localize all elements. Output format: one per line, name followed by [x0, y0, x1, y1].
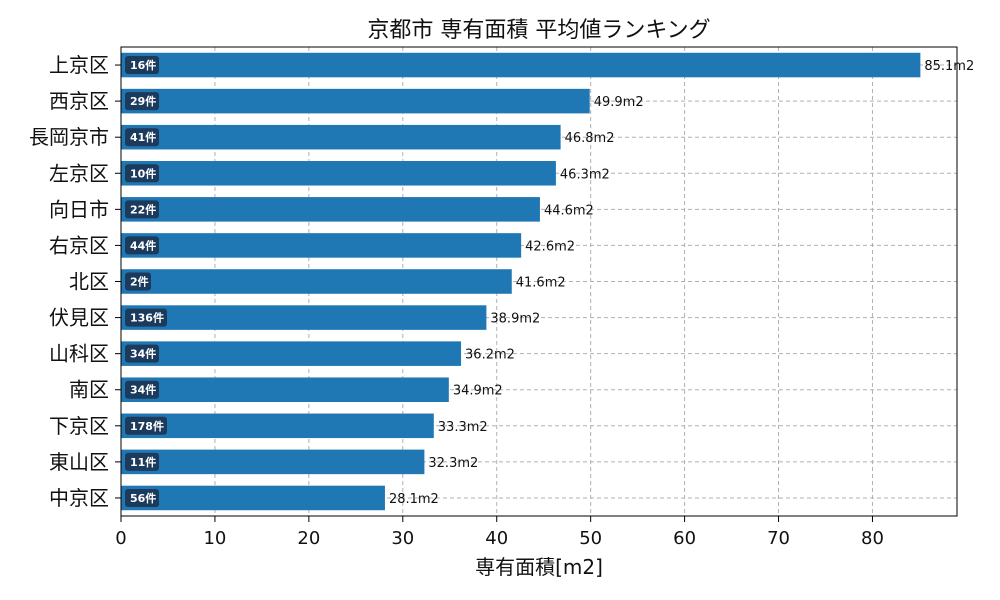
- count-label: 44件: [130, 238, 156, 252]
- count-label: 34件: [130, 347, 156, 361]
- value-label: 38.9m2: [490, 312, 540, 327]
- count-label: 22件: [130, 202, 156, 216]
- value-label: 34.9m2: [453, 384, 503, 399]
- bar: [121, 88, 590, 114]
- bar: [121, 52, 921, 78]
- count-badge: [125, 344, 159, 363]
- count-badge: [125, 380, 159, 399]
- x-tick-label: 0: [115, 528, 126, 549]
- value-label: 46.3m2: [560, 167, 610, 182]
- bars: [121, 52, 921, 511]
- count-label: 136件: [130, 311, 164, 325]
- count-badge: [125, 416, 167, 435]
- x-tick-label: 10: [203, 528, 226, 549]
- bar: [121, 413, 434, 439]
- count-label: 2件: [130, 275, 149, 289]
- x-tick-label: 40: [485, 528, 508, 549]
- category-label: 左京区: [49, 161, 109, 185]
- bar: [121, 305, 487, 330]
- bar: [121, 449, 425, 475]
- value-label: 41.6m2: [516, 276, 566, 291]
- x-tick-label: 50: [579, 528, 602, 549]
- value-label: 28.1m2: [389, 492, 439, 507]
- count-label: 34件: [130, 383, 156, 397]
- category-label: 西京区: [49, 89, 109, 113]
- count-badge: [125, 56, 159, 75]
- axes: 0 10 20 30 40 50 60 70 80: [115, 64, 884, 549]
- count-badge: [125, 92, 159, 111]
- chart-title: 京都市 専有面積 平均値ランキング: [367, 18, 710, 43]
- x-axis-title: 専有面積[m2]: [475, 555, 603, 579]
- category-label: 下京区: [49, 414, 109, 438]
- bar: [121, 485, 385, 511]
- x-tick-label: 70: [767, 528, 790, 549]
- category-label: 上京区: [49, 53, 109, 77]
- count-label: 178件: [130, 419, 164, 433]
- value-label: 36.2m2: [465, 348, 515, 363]
- category-label: 北区: [69, 270, 109, 294]
- value-label: 33.3m2: [438, 420, 488, 435]
- x-tick-label: 20: [297, 528, 320, 549]
- category-label: 中京区: [49, 486, 109, 510]
- value-label: 44.6m2: [544, 203, 594, 218]
- bar: [121, 197, 540, 222]
- bar: [121, 341, 462, 366]
- count-badge: [125, 488, 159, 507]
- category-label: 東山区: [49, 450, 109, 474]
- count-label: 29件: [130, 94, 156, 108]
- count-label: 56件: [130, 491, 156, 505]
- x-tick-label: 30: [391, 528, 414, 549]
- bar: [121, 233, 522, 258]
- bar: [121, 377, 449, 402]
- x-tick-label: 80: [861, 528, 884, 549]
- category-label: 向日市: [49, 197, 109, 221]
- category-label: 南区: [69, 378, 109, 402]
- category-label: 右京区: [49, 233, 109, 257]
- category-label: 長岡京市: [29, 125, 109, 149]
- value-label: 49.9m2: [594, 95, 644, 110]
- count-badge: [125, 128, 159, 147]
- count-label: 16件: [130, 58, 156, 72]
- count-badge: [125, 452, 159, 471]
- value-label: 32.3m2: [428, 456, 478, 471]
- count-badge: [125, 164, 159, 183]
- count-label: 41件: [130, 130, 156, 144]
- x-tick-label: 60: [673, 528, 696, 549]
- count-label: 11件: [130, 455, 156, 469]
- count-label: 10件: [130, 166, 156, 180]
- count-badge: [125, 308, 167, 327]
- count-badge: [125, 200, 159, 219]
- bar: [121, 269, 512, 294]
- value-label: 46.8m2: [565, 131, 615, 146]
- category-label: 山科区: [49, 342, 109, 366]
- bar: [121, 161, 556, 186]
- count-badge: [125, 236, 159, 255]
- value-label: 85.1m2: [924, 59, 974, 74]
- value-label: 42.6m2: [525, 239, 575, 254]
- category-label: 伏見区: [49, 306, 109, 330]
- count-badge: [125, 272, 151, 291]
- bar: [121, 124, 561, 150]
